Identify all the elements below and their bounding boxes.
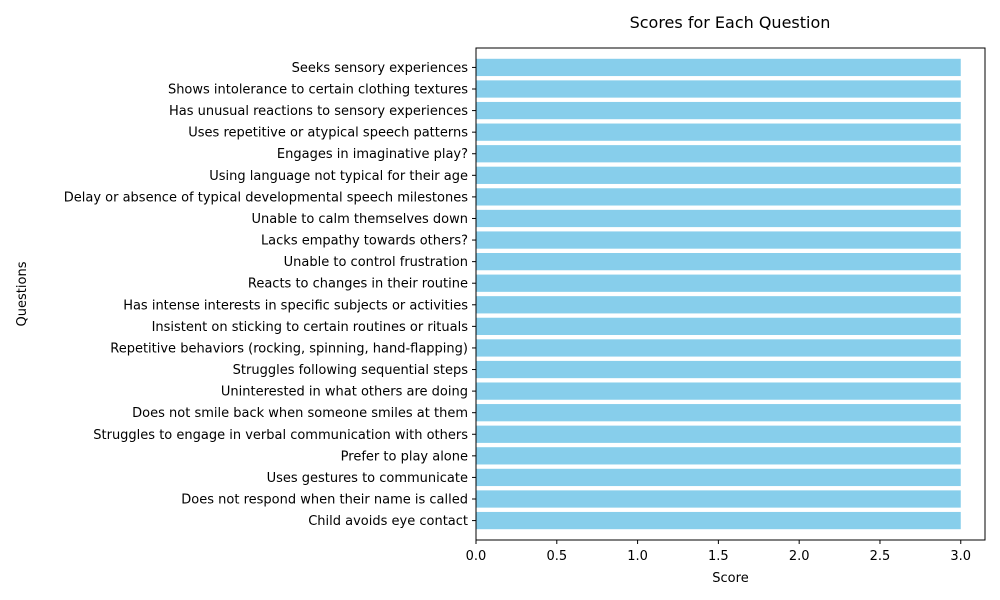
bar — [476, 339, 961, 357]
x-tick-label: 2.5 — [870, 549, 891, 564]
y-tick-label: Reacts to changes in their routine — [248, 277, 468, 292]
y-tick-label: Uses repetitive or atypical speech patte… — [188, 126, 468, 141]
x-tick-label: 0.0 — [466, 549, 487, 564]
y-tick-label: Uses gestures to communicate — [267, 471, 468, 486]
y-tick-label: Shows intolerance to certain clothing te… — [168, 83, 468, 98]
y-axis-title: Questions — [15, 261, 30, 326]
y-axis: Child avoids eye contact Does not respond… — [64, 61, 476, 529]
y-tick-label: Engages in imaginative play? — [277, 147, 468, 162]
y-tick-label: Does not smile back when someone smiles … — [132, 406, 468, 421]
bar — [476, 468, 961, 487]
bar — [476, 382, 961, 400]
bar — [476, 447, 961, 465]
bars-layer — [476, 58, 961, 530]
y-tick-label: Using language not typical for their age — [209, 169, 468, 184]
y-tick-label: Unable to calm themselves down — [252, 212, 468, 227]
bar — [476, 166, 961, 184]
x-axis-title: Score — [712, 571, 748, 586]
y-tick-label: Delay or absence of typical developmenta… — [64, 190, 468, 205]
x-tick-label: 1.5 — [708, 549, 729, 564]
x-axis: 0.0 0.5 1.0 1.5 2.0 2.5 3.0 — [466, 540, 971, 564]
bar — [476, 188, 961, 206]
bar — [476, 123, 961, 141]
x-tick-label: 3.0 — [950, 549, 971, 564]
y-tick-label: Unable to control frustration — [284, 255, 468, 270]
bar — [476, 317, 961, 335]
bar — [476, 209, 961, 228]
y-tick-label: Struggles to engage in verbal communicat… — [93, 428, 468, 443]
y-tick-label: Does not respond when their name is call… — [181, 493, 468, 508]
bar — [476, 360, 961, 379]
bar — [476, 404, 961, 422]
y-tick-label: Has intense interests in specific subjec… — [123, 298, 468, 313]
y-tick-label: Child avoids eye contact — [308, 514, 468, 529]
bar — [476, 145, 961, 163]
bar — [476, 58, 961, 77]
y-tick-label: Repetitive behaviors (rocking, spinning,… — [110, 341, 468, 356]
bar — [476, 296, 961, 314]
bar — [476, 425, 961, 443]
x-tick-label: 0.5 — [546, 549, 567, 564]
plot-frame — [475, 47, 986, 541]
bar — [476, 490, 961, 508]
bar — [476, 231, 961, 249]
y-tick-label: Lacks empathy towards others? — [261, 234, 468, 249]
bar — [476, 274, 961, 292]
bar — [476, 253, 961, 271]
y-tick-label: Uninterested in what others are doing — [221, 385, 468, 400]
y-tick-label: Struggles following sequential steps — [233, 363, 469, 378]
x-tick-label: 1.0 — [627, 549, 648, 564]
y-tick-label: Prefer to play alone — [341, 449, 468, 464]
chart-title: Scores for Each Question — [630, 13, 831, 32]
bar — [476, 101, 961, 120]
bar — [476, 80, 961, 98]
y-tick-label: Insistent on sticking to certain routine… — [152, 320, 469, 335]
y-tick-label: Has unusual reactions to sensory experie… — [169, 104, 468, 119]
bar — [476, 511, 961, 530]
y-tick-label: Seeks sensory experiences — [292, 61, 469, 76]
x-tick-label: 2.0 — [789, 549, 810, 564]
